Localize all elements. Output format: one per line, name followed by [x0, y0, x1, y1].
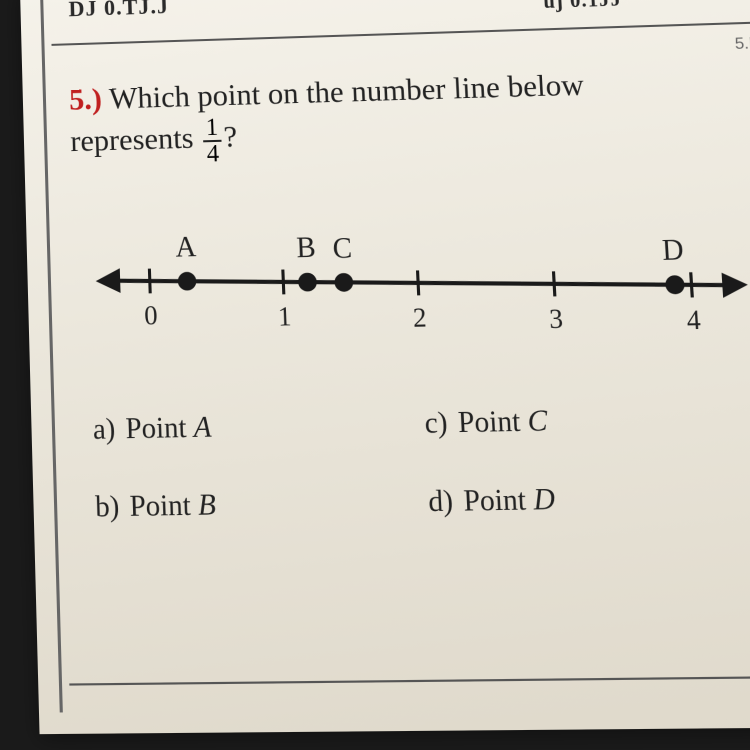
question-block: 5.) Which point on the number line below…	[69, 59, 750, 172]
option-c[interactable]: c) Point C	[424, 401, 750, 441]
svg-text:0: 0	[144, 300, 158, 330]
worksheet-paper: DJ 0.TJ.J uj 0.1JJ 5.NBT.A 5.) Which poi…	[20, 0, 750, 734]
screen-background: DJ 0.TJ.J uj 0.1JJ 5.NBT.A 5.) Which poi…	[0, 0, 750, 750]
option-c-point: C	[527, 405, 548, 438]
number-line-svg: 0 1 2 3 4 A BC D	[82, 203, 750, 375]
standard-code: 5.NBT.A	[734, 34, 750, 54]
option-d-letter: d)	[428, 485, 454, 518]
clipped-top-row: DJ 0.TJ.J uj 0.1JJ	[20, 0, 750, 45]
question-number: 5.)	[69, 83, 103, 117]
option-d[interactable]: d) Point D	[428, 480, 750, 520]
svg-text:B: B	[296, 232, 317, 265]
left-border	[40, 0, 63, 712]
option-c-text: Point	[457, 405, 528, 439]
option-b-point: B	[197, 489, 216, 522]
option-row-1: a) Point A c) Point C	[93, 401, 750, 447]
fraction: 14	[202, 115, 222, 166]
svg-text:1: 1	[277, 301, 292, 332]
svg-text:C: C	[332, 232, 353, 265]
option-b-text: Point	[129, 489, 198, 523]
option-b-letter: b)	[95, 491, 120, 524]
number-line: 0 1 2 3 4 A BC D	[82, 203, 750, 375]
question-line2b: ?	[223, 120, 238, 154]
svg-text:2: 2	[412, 302, 427, 333]
bottom-divider	[69, 676, 750, 686]
option-row-2: b) Point B d) Point D	[95, 480, 750, 525]
svg-text:4: 4	[686, 305, 702, 336]
svg-text:A: A	[175, 232, 197, 264]
fraction-denominator: 4	[203, 142, 222, 167]
option-d-point: D	[533, 484, 556, 517]
svg-text:3: 3	[548, 303, 563, 334]
option-a-letter: a)	[93, 413, 116, 446]
option-a[interactable]: a) Point A	[93, 407, 426, 447]
question-line1: Which point on the number line below	[101, 68, 584, 116]
answer-options: a) Point A c) Point C b) Point B d) Point D	[93, 401, 750, 569]
partial-text-right: uj 0.1JJ	[543, 0, 623, 14]
option-a-text: Point	[125, 412, 194, 446]
option-c-letter: c)	[424, 407, 448, 440]
svg-text:D: D	[661, 234, 684, 267]
option-d-text: Point	[463, 484, 535, 518]
partial-text-left: DJ 0.TJ.J	[68, 0, 169, 22]
option-a-point: A	[193, 411, 212, 444]
question-line2a: represents	[70, 121, 202, 158]
option-b[interactable]: b) Point B	[95, 486, 429, 525]
fraction-numerator: 1	[202, 115, 221, 142]
